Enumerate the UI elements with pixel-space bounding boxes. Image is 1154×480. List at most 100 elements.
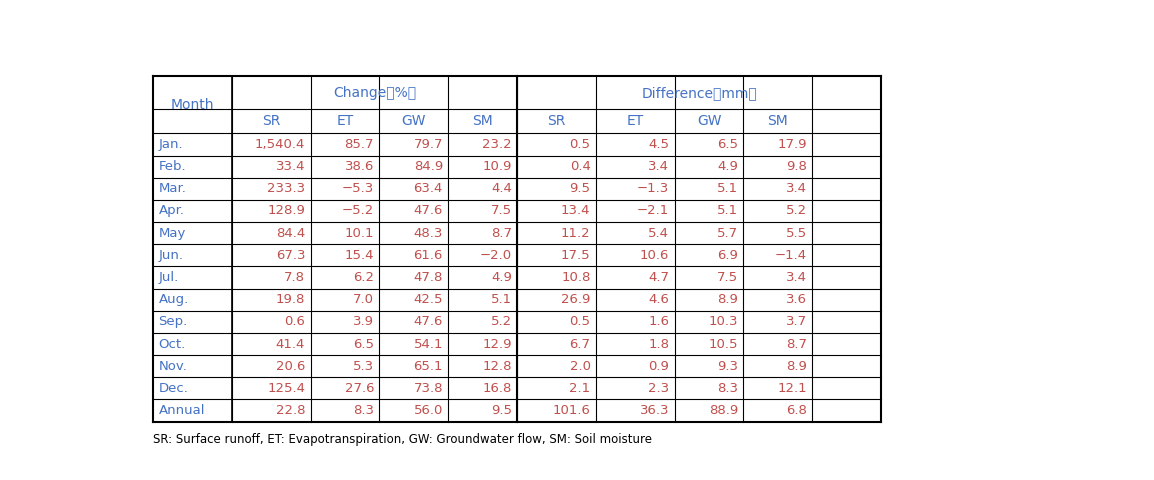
Text: 85.7: 85.7 (345, 138, 374, 151)
Text: Jan.: Jan. (158, 138, 183, 151)
Text: ET: ET (627, 114, 644, 128)
Text: 10.3: 10.3 (709, 315, 739, 328)
Text: ET: ET (337, 114, 353, 128)
Text: 42.5: 42.5 (413, 293, 443, 306)
Text: 3.4: 3.4 (649, 160, 669, 173)
Text: 26.9: 26.9 (561, 293, 591, 306)
Text: 10.1: 10.1 (345, 227, 374, 240)
Text: 125.4: 125.4 (268, 382, 305, 395)
Text: 38.6: 38.6 (345, 160, 374, 173)
Text: GW: GW (697, 114, 721, 128)
Text: −2.1: −2.1 (637, 204, 669, 217)
Text: −5.2: −5.2 (342, 204, 374, 217)
Text: 12.1: 12.1 (778, 382, 807, 395)
Text: 12.8: 12.8 (482, 360, 512, 372)
Text: 8.3: 8.3 (717, 382, 739, 395)
Text: 47.6: 47.6 (413, 204, 443, 217)
Text: 7.0: 7.0 (353, 293, 374, 306)
Text: 2.3: 2.3 (649, 382, 669, 395)
Text: Mar.: Mar. (158, 182, 187, 195)
Text: Change（%）: Change（%） (334, 86, 417, 100)
Text: −1.4: −1.4 (774, 249, 807, 262)
Text: 1.6: 1.6 (649, 315, 669, 328)
Text: 8.9: 8.9 (718, 293, 739, 306)
Text: 4.7: 4.7 (649, 271, 669, 284)
Text: 0.5: 0.5 (570, 315, 591, 328)
Text: 0.5: 0.5 (570, 138, 591, 151)
Text: SR: SR (547, 114, 565, 128)
Text: 79.7: 79.7 (413, 138, 443, 151)
Text: Nov.: Nov. (158, 360, 187, 372)
Text: 5.4: 5.4 (649, 227, 669, 240)
Text: 6.5: 6.5 (353, 337, 374, 350)
Text: 0.9: 0.9 (649, 360, 669, 372)
Text: 84.4: 84.4 (276, 227, 305, 240)
Text: Apr.: Apr. (158, 204, 185, 217)
Text: 41.4: 41.4 (276, 337, 305, 350)
Text: SM: SM (767, 114, 788, 128)
Text: 8.7: 8.7 (490, 227, 512, 240)
Text: 54.1: 54.1 (413, 337, 443, 350)
Text: 73.8: 73.8 (413, 382, 443, 395)
Text: 0.6: 0.6 (284, 315, 305, 328)
Text: 61.6: 61.6 (413, 249, 443, 262)
Text: 6.9: 6.9 (718, 249, 739, 262)
Text: 10.8: 10.8 (561, 271, 591, 284)
Text: 9.8: 9.8 (786, 160, 807, 173)
Text: Jun.: Jun. (158, 249, 183, 262)
Text: 3.9: 3.9 (353, 315, 374, 328)
Text: 36.3: 36.3 (639, 404, 669, 417)
Text: −5.3: −5.3 (342, 182, 374, 195)
Text: 3.4: 3.4 (786, 271, 807, 284)
Text: 56.0: 56.0 (413, 404, 443, 417)
Text: 5.5: 5.5 (786, 227, 807, 240)
Text: 17.5: 17.5 (561, 249, 591, 262)
Text: 6.5: 6.5 (717, 138, 739, 151)
Text: 13.4: 13.4 (561, 204, 591, 217)
Text: Month: Month (171, 98, 215, 112)
Text: 10.6: 10.6 (639, 249, 669, 262)
Text: 16.8: 16.8 (482, 382, 512, 395)
Text: 84.9: 84.9 (414, 160, 443, 173)
Text: Difference（mm）: Difference（mm） (642, 86, 757, 100)
Text: Jul.: Jul. (158, 271, 179, 284)
Text: 6.2: 6.2 (353, 271, 374, 284)
Text: Annual: Annual (158, 404, 205, 417)
Text: 27.6: 27.6 (345, 382, 374, 395)
Text: 88.9: 88.9 (709, 404, 739, 417)
Text: 7.5: 7.5 (490, 204, 512, 217)
Text: 6.8: 6.8 (786, 404, 807, 417)
Text: GW: GW (402, 114, 426, 128)
Text: 47.6: 47.6 (413, 315, 443, 328)
Text: 9.5: 9.5 (490, 404, 512, 417)
Text: 23.2: 23.2 (482, 138, 512, 151)
Text: 4.9: 4.9 (490, 271, 512, 284)
Text: Feb.: Feb. (158, 160, 186, 173)
Text: 5.3: 5.3 (353, 360, 374, 372)
Text: 9.3: 9.3 (717, 360, 739, 372)
Text: −1.3: −1.3 (637, 182, 669, 195)
Text: SR: SR (262, 114, 280, 128)
Text: 17.9: 17.9 (778, 138, 807, 151)
Text: 1,540.4: 1,540.4 (255, 138, 305, 151)
Text: 10.5: 10.5 (709, 337, 739, 350)
Text: 0.4: 0.4 (570, 160, 591, 173)
Text: 5.1: 5.1 (490, 293, 512, 306)
Text: 63.4: 63.4 (413, 182, 443, 195)
Text: Oct.: Oct. (158, 337, 186, 350)
Text: 101.6: 101.6 (553, 404, 591, 417)
Text: 3.6: 3.6 (786, 293, 807, 306)
Text: May: May (158, 227, 186, 240)
Text: 2.1: 2.1 (569, 382, 591, 395)
Text: 128.9: 128.9 (268, 204, 305, 217)
Text: 1.8: 1.8 (649, 337, 669, 350)
Text: 2.0: 2.0 (570, 360, 591, 372)
Text: 20.6: 20.6 (276, 360, 305, 372)
Text: 10.9: 10.9 (482, 160, 512, 173)
Text: 233.3: 233.3 (267, 182, 305, 195)
Text: 4.4: 4.4 (490, 182, 512, 195)
Text: 33.4: 33.4 (276, 160, 305, 173)
Text: SR: Surface runoff, ET: Evapotranspiration, GW: Groundwater flow, SM: Soil moist: SR: Surface runoff, ET: Evapotranspirati… (153, 433, 652, 446)
Text: Aug.: Aug. (158, 293, 189, 306)
Text: 7.5: 7.5 (717, 271, 739, 284)
